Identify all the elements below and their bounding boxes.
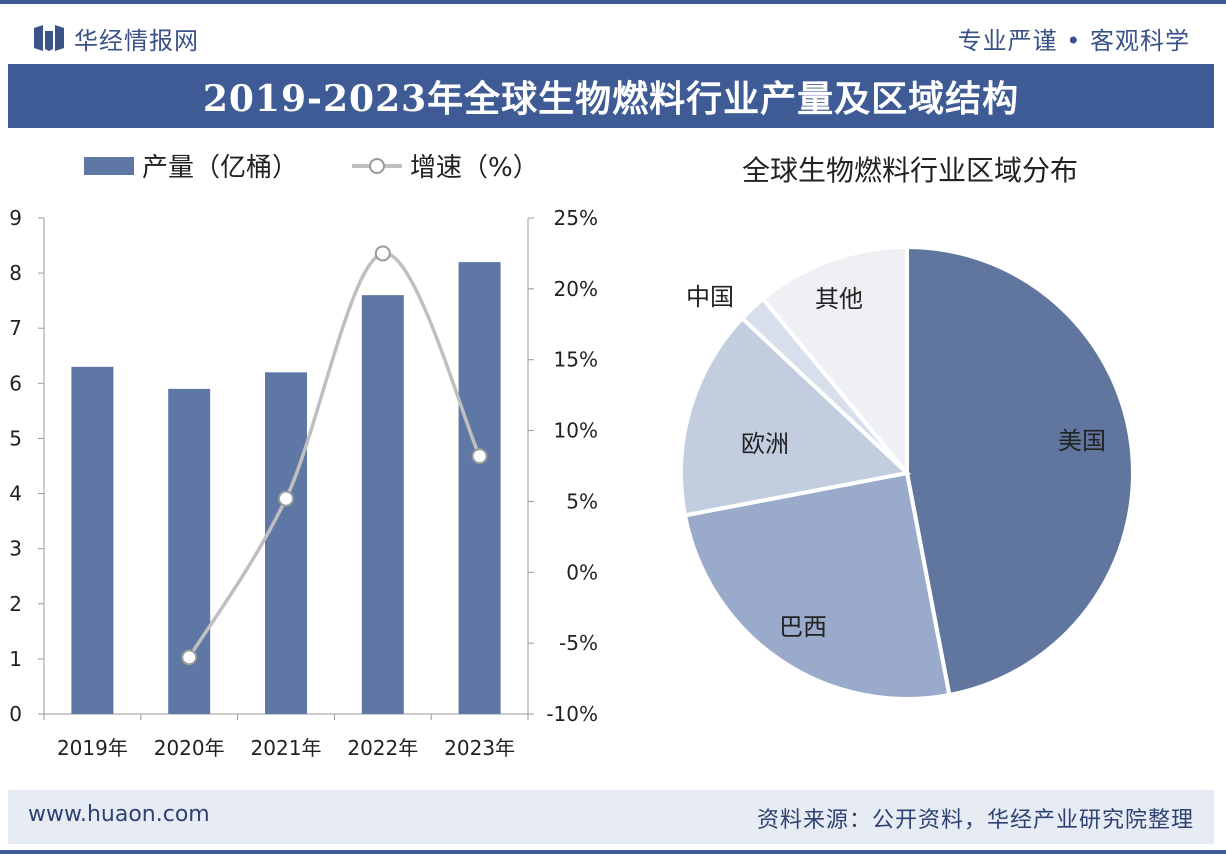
legend-bar-swatch	[84, 157, 134, 175]
bar-line-chart: 0 1 2 3 4 5 6 7 8 9 -10% -5% 0% 5% 10% 15% 20% 25% 2019年 20…	[9, 153, 598, 760]
footer: www.huaon.com 资料来源：公开资料，华经产业研究院整理	[8, 790, 1214, 844]
y2-tick-label: 20%	[554, 277, 598, 301]
y-tick-label: 0	[9, 702, 22, 726]
x-tick-label: 2019年	[57, 736, 128, 760]
pie-slice-2	[679, 315, 912, 518]
title-bar: 2019-2023年全球生物燃料行业产量及区域结构	[8, 64, 1214, 128]
y-tick-label: 3	[9, 537, 22, 561]
y-tick-label: 8	[9, 261, 22, 285]
growth-point-1	[278, 490, 294, 507]
bar-production-2	[265, 372, 307, 714]
bar-production-0	[71, 366, 114, 714]
y-tick-label: 7	[9, 316, 22, 340]
y2-tick-label: 15%	[554, 348, 598, 372]
legend-line-marker	[369, 158, 385, 174]
y-tick-label: 9	[9, 206, 22, 230]
pie-title: 全球生物燃料行业区域分布	[742, 154, 1078, 187]
pie-slice-0	[905, 244, 1135, 698]
growth-point-2	[374, 245, 391, 262]
pie-slice-1	[682, 470, 952, 701]
bar-production-3	[361, 295, 404, 714]
pie-label-4: 其他	[815, 285, 863, 313]
pie-slice-4	[760, 244, 909, 479]
growth-point-3	[471, 448, 488, 465]
slogan: 专业严谨 • 客观科学	[957, 26, 1190, 55]
growth-point-0	[181, 649, 198, 666]
x-tick-label: 2020年	[154, 736, 225, 760]
pie-label-0: 美国	[1058, 427, 1106, 455]
top-rule	[0, 0, 1226, 4]
bottom-rule	[0, 850, 1226, 854]
y2-tick-label: -5%	[559, 631, 598, 655]
growth-line	[187, 251, 482, 659]
pie-label-1: 巴西	[779, 613, 827, 641]
y2-tick-label: 25%	[554, 206, 598, 230]
bar-production-4	[458, 262, 501, 714]
x-tick-label: 2022年	[347, 736, 418, 760]
legend-bar-label: 产量（亿桶）	[142, 153, 298, 183]
brand-logo-icon	[34, 25, 64, 51]
y-tick-label: 1	[9, 647, 22, 671]
y2-tick-label: 10%	[554, 419, 598, 443]
y2-tick-label: -10%	[546, 702, 598, 726]
y-tick-label: 2	[9, 592, 22, 616]
y-tick-label: 6	[9, 371, 22, 395]
y2-tick-label: 5%	[566, 489, 598, 513]
pie-label-2: 欧洲	[741, 430, 789, 458]
pie-label-3: 中国	[686, 283, 734, 311]
y2-tick-label: 0%	[566, 560, 598, 584]
brand: 华经情报网	[34, 22, 199, 55]
legend-line-label: 增速（%）	[410, 153, 539, 183]
page-title: 2019-2023年全球生物燃料行业产量及区域结构	[202, 78, 1020, 120]
brand-name: 华经情报网	[74, 26, 199, 55]
y-tick-label: 4	[9, 482, 22, 506]
x-tick-label: 2021年	[251, 736, 322, 760]
x-tick-label: 2023年	[444, 736, 515, 760]
footer-url: www.huaon.com	[28, 802, 210, 827]
y-tick-label: 5	[9, 426, 22, 450]
footer-source: 资料来源：公开资料，华经产业研究院整理	[756, 808, 1194, 833]
